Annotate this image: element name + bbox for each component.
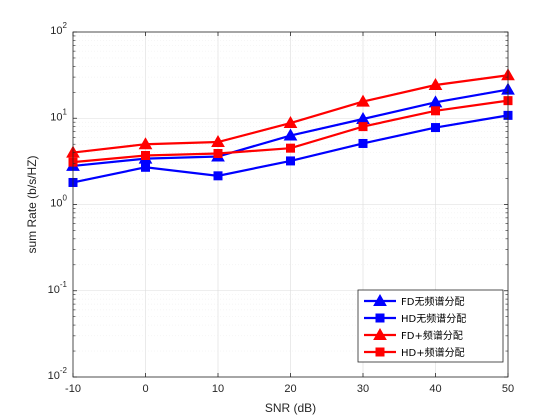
legend-marker [375, 347, 385, 357]
legend-label: FD+频谱分配 [401, 329, 463, 342]
legend-label: HD无频谱分配 [401, 312, 466, 325]
ticks: -10 0 10 20 30 40 50 10-2 10-1 100 101 102 [48, 21, 515, 395]
x-tick-label: 40 [429, 383, 441, 395]
data-point [286, 143, 295, 153]
data-point [428, 77, 443, 90]
data-point [356, 94, 370, 107]
y-tick-label: 10-2 [48, 366, 68, 382]
data-point [138, 137, 153, 150]
x-axis-label: SNR (dB) [265, 401, 316, 415]
data-point [213, 149, 223, 159]
series-3 [66, 68, 515, 158]
data-point [431, 106, 440, 116]
legend-label: HD+频谱分配 [401, 346, 465, 359]
legend-marker [373, 293, 387, 306]
legend-marker [375, 313, 385, 323]
data-point [431, 123, 440, 133]
legend: FD无频谱分配 HD无频谱分配 FD+频谱分配 HD+频谱分配 [357, 289, 504, 363]
y-tick-label: 10-1 [48, 280, 68, 296]
x-tick-label: 10 [212, 383, 224, 395]
x-tick-label: -10 [65, 383, 81, 395]
x-tick-label: 0 [142, 383, 148, 395]
y-tick-label: 101 [50, 107, 67, 123]
legend-marker [373, 327, 387, 340]
data-point [211, 135, 225, 148]
y-axis-label: sum Rate (b/s/HZ) [25, 155, 39, 253]
x-tick-label: 50 [502, 383, 514, 395]
data-point [283, 128, 298, 141]
x-tick-label: 30 [357, 383, 369, 395]
legend-label: FD无频谱分配 [401, 295, 464, 308]
data-point [141, 162, 150, 172]
data-point [358, 122, 368, 132]
x-tick-label: 20 [284, 383, 296, 395]
y-tick-label: 102 [50, 21, 67, 37]
data-point [213, 171, 223, 181]
data-point [358, 138, 368, 148]
data-point [286, 156, 295, 166]
data-point [141, 150, 150, 160]
y-tick-label: 100 [50, 194, 67, 210]
data-point [283, 116, 298, 129]
grid [72, 31, 509, 378]
